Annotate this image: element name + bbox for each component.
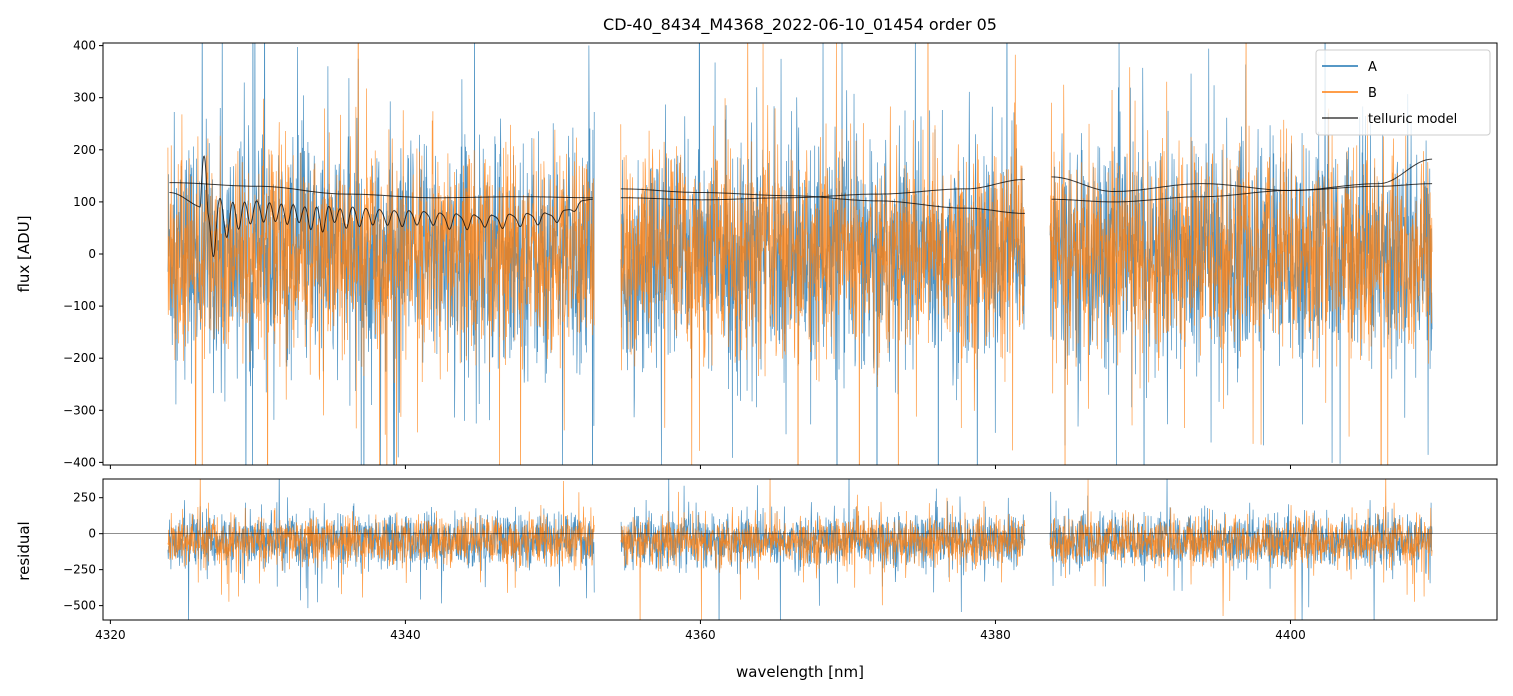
flux-plot-area (167, 43, 1433, 465)
series-B-segment-1 (620, 43, 1026, 465)
telluric-curve-2 (620, 179, 1025, 201)
flux-y-axis-label: flux [ADU] (15, 215, 33, 292)
flux-panel: −400 −300 −200 −100 0 100 200 300 400 flux [ADU]… (15, 39, 1498, 469)
residual-x-tick-label-2: 4360 (685, 628, 716, 642)
series-residual-B-segment-0 (167, 479, 595, 602)
flux-y-tick-label-2: −200 (63, 351, 96, 365)
flux-y-ticks: −400 −300 −200 −100 0 100 200 300 400 (63, 39, 103, 469)
legend-label-b: B (1368, 86, 1377, 101)
series-B-segment-2 (1049, 43, 1433, 465)
series-A-segment-1 (620, 43, 1026, 465)
flux-y-tick-label-5: 100 (73, 195, 96, 209)
flux-y-tick-label-8: 400 (73, 39, 96, 53)
telluric-curve-4 (1051, 183, 1433, 203)
residual-axes-frame (102, 478, 1498, 621)
legend-label-telluric: telluric model (1368, 112, 1457, 127)
legend: A B telluric model (1315, 49, 1491, 136)
flux-x-ticks (109, 465, 1291, 469)
residual-panel: 250 0 −250 −500 4320 4340 4360 4380 4400 residu… (15, 478, 1498, 642)
residual-y-ticks: 250 0 −250 −500 (63, 491, 103, 613)
telluric-curve-1 (620, 188, 1025, 214)
flux-y-tick-label-0: −400 (63, 455, 96, 469)
residual-y-axis-label: residual (15, 521, 33, 580)
flux-y-tick-label-6: 200 (73, 143, 96, 157)
residual-plot-area (103, 479, 1497, 620)
residual-y-tick-label-1: 0 (88, 527, 96, 541)
flux-y-tick-label-7: 300 (73, 91, 96, 105)
residual-y-tick-label-3: −500 (63, 599, 96, 613)
series-B-segment-0 (167, 43, 595, 465)
series-telluric-model (169, 155, 1433, 258)
series-residual-B-segment-2 (1049, 479, 1433, 620)
flux-y-tick-label-4: 0 (88, 247, 96, 261)
series-B (167, 43, 1433, 465)
residual-x-tick-label-4: 4400 (1275, 628, 1306, 642)
chart-title: CD-40_8434_M4368_2022-06-10_01454 order … (603, 15, 997, 35)
residual-x-ticks: 4320 4340 4360 4380 4400 (95, 620, 1306, 642)
residual-x-tick-label-0: 4320 (95, 628, 126, 642)
telluric-absorption-curve (169, 155, 593, 258)
legend-frame (1315, 49, 1491, 136)
residual-x-tick-label-1: 4340 (390, 628, 421, 642)
flux-y-tick-label-1: −300 (63, 403, 96, 417)
residual-x-tick-label-3: 4380 (980, 628, 1011, 642)
x-axis-label: wavelength [nm] (736, 663, 864, 681)
series-A (167, 43, 1433, 465)
series-A-segment-0 (167, 43, 595, 465)
series-residual-B-segment-1 (620, 479, 1026, 620)
residual-y-tick-label-2: −250 (63, 563, 96, 577)
series-residual-B (167, 479, 1433, 620)
residual-y-tick-label-0: 250 (73, 491, 96, 505)
legend-label-a: A (1368, 60, 1377, 75)
flux-y-tick-label-3: −100 (63, 299, 96, 313)
telluric-curve-3 (1051, 158, 1433, 192)
telluric-curve-0 (169, 182, 593, 199)
